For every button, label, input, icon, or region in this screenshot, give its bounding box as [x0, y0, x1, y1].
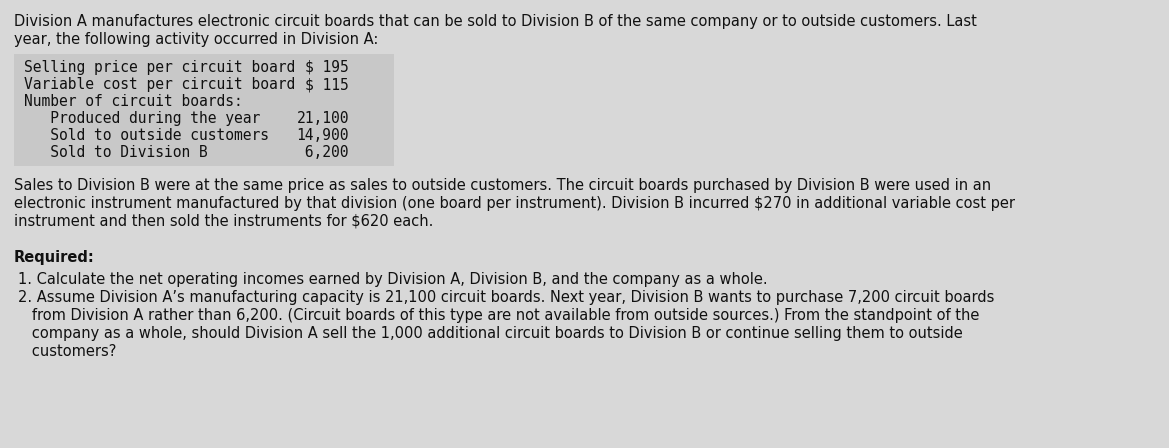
- Text: Produced during the year: Produced during the year: [25, 111, 261, 126]
- Text: Sales to Division B were at the same price as sales to outside customers. The ci: Sales to Division B were at the same pri…: [14, 178, 991, 193]
- Text: instrument and then sold the instruments for $620 each.: instrument and then sold the instruments…: [14, 214, 434, 229]
- Text: Required:: Required:: [14, 250, 95, 265]
- Text: from Division A rather than 6,200. (Circuit boards of this type are not availabl: from Division A rather than 6,200. (Circ…: [18, 308, 980, 323]
- Text: 14,900: 14,900: [297, 128, 350, 143]
- Text: Sold to Division B: Sold to Division B: [25, 145, 208, 160]
- Text: Division A manufactures electronic circuit boards that can be sold to Division B: Division A manufactures electronic circu…: [14, 14, 977, 29]
- Text: Sold to outside customers: Sold to outside customers: [25, 128, 269, 143]
- Text: Selling price per circuit board: Selling price per circuit board: [25, 60, 296, 75]
- Text: 2. Assume Division A’s manufacturing capacity is 21,100 circuit boards. Next yea: 2. Assume Division A’s manufacturing cap…: [18, 290, 995, 305]
- Text: 21,100: 21,100: [297, 111, 350, 126]
- Text: $ 195: $ 195: [305, 60, 350, 75]
- Text: customers?: customers?: [18, 344, 117, 359]
- Text: year, the following activity occurred in Division A:: year, the following activity occurred in…: [14, 32, 379, 47]
- Text: 1. Calculate the net operating incomes earned by Division A, Division B, and the: 1. Calculate the net operating incomes e…: [18, 272, 768, 287]
- Text: $ 115: $ 115: [305, 77, 350, 92]
- FancyBboxPatch shape: [14, 54, 394, 166]
- Text: Number of circuit boards:: Number of circuit boards:: [25, 94, 243, 109]
- Text: company as a whole, should Division A sell the 1,000 additional circuit boards t: company as a whole, should Division A se…: [18, 326, 963, 341]
- Text: Variable cost per circuit board: Variable cost per circuit board: [25, 77, 296, 92]
- Text: electronic instrument manufactured by that division (one board per instrument). : electronic instrument manufactured by th…: [14, 196, 1015, 211]
- Text: 6,200: 6,200: [297, 145, 350, 160]
